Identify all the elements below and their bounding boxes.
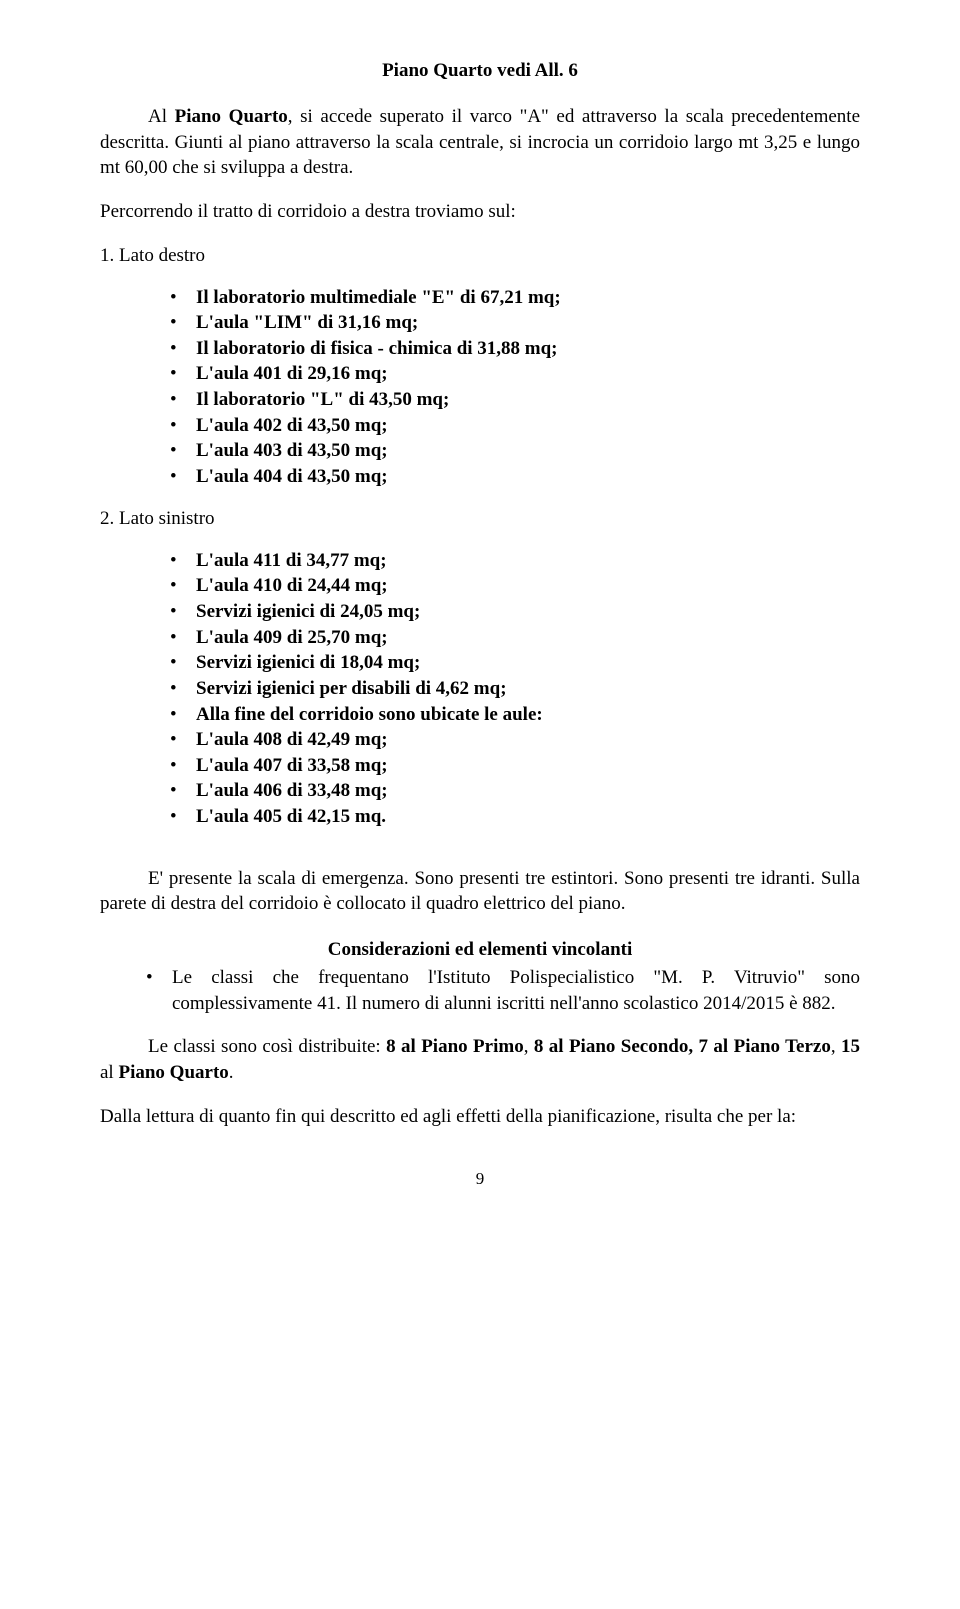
list-item: L'aula "LIM" di 31,16 mq; [100,310,860,336]
list-item: L'aula 407 di 33,58 mq; [100,753,860,779]
list-item: L'aula 406 di 33,48 mq; [100,778,860,804]
considerazioni-list: Le classi che frequentano l'Istituto Pol… [100,965,860,1016]
classi-paragraph: Le classi sono così distribuite: 8 al Pi… [100,1034,860,1085]
text-bold: 15 [841,1036,860,1057]
page-title: Piano Quarto vedi All. 6 [100,60,860,82]
percorrendo-paragraph: Percorrendo il tratto di corridoio a des… [100,199,860,225]
finale-paragraph: Dalla lettura di quanto fin qui descritt… [100,1104,860,1130]
list-item: Il laboratorio multimediale "E" di 67,21… [100,285,860,311]
list-item: Il laboratorio "L" di 43,50 mq; [100,387,860,413]
lato-sinistro-list: L'aula 411 di 34,77 mq; L'aula 410 di 24… [100,548,860,830]
lato-destro-list: Il laboratorio multimediale "E" di 67,21… [100,285,860,490]
lato-destro-label: 1. Lato destro [100,245,860,267]
document-page: Piano Quarto vedi All. 6 Al Piano Quarto… [0,0,960,1229]
list-item: L'aula 405 di 42,15 mq. [100,804,860,830]
list-item: Il laboratorio di fisica - chimica di 31… [100,336,860,362]
page-number: 9 [100,1169,860,1189]
list-item: Servizi igienici per disabili di 4,62 mq… [100,676,860,702]
list-item: L'aula 411 di 34,77 mq; [100,548,860,574]
lato-sinistro-label: 2. Lato sinistro [100,508,860,530]
considerazioni-heading: Considerazioni ed elementi vincolanti [100,939,860,961]
list-item: Servizi igienici di 24,05 mq; [100,599,860,625]
list-item: L'aula 401 di 29,16 mq; [100,361,860,387]
text: . [229,1062,234,1083]
list-item: L'aula 402 di 43,50 mq; [100,413,860,439]
spacer [100,848,860,866]
text: Le classi sono così distribuite: [148,1036,386,1057]
list-item: L'aula 409 di 25,70 mq; [100,625,860,651]
text-bold: Piano Quarto [118,1062,228,1083]
list-item: L'aula 408 di 42,49 mq; [100,727,860,753]
text: , [524,1036,534,1057]
text: , [831,1036,841,1057]
list-item: Le classi che frequentano l'Istituto Pol… [100,965,860,1016]
list-item: Alla fine del corridoio sono ubicate le … [100,702,860,728]
text-bold: 8 al Piano Primo [386,1036,524,1057]
list-item: Servizi igienici di 18,04 mq; [100,650,860,676]
list-item: L'aula 404 di 43,50 mq; [100,464,860,490]
list-item: L'aula 410 di 24,44 mq; [100,573,860,599]
emergenza-paragraph: E' presente la scala di emergenza. Sono … [100,866,860,917]
text-bold: 8 al Piano Secondo, 7 al Piano Terzo [534,1036,831,1057]
intro-paragraph: Al Piano Quarto, si accede superato il v… [100,104,860,181]
text: al [100,1062,118,1083]
list-item: L'aula 403 di 43,50 mq; [100,438,860,464]
